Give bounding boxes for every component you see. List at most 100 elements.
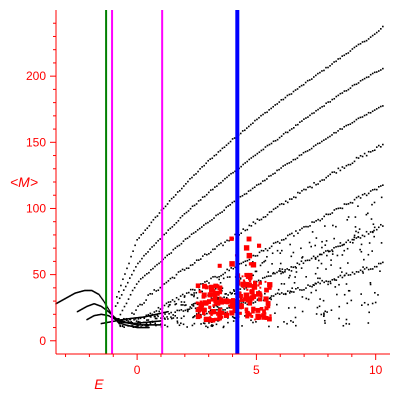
- scatter-point: [331, 253, 334, 255]
- scatter-point: [264, 179, 266, 182]
- scatter-point: [192, 316, 195, 318]
- scatter-point: [193, 262, 196, 264]
- scatter-point: [282, 238, 285, 241]
- scatter-point: [140, 324, 142, 326]
- scatter-point: [274, 272, 276, 275]
- scatter-point: [335, 60, 337, 63]
- scatter-point: [346, 247, 349, 250]
- scatter-point: [299, 229, 301, 231]
- scatter-point: [150, 324, 152, 326]
- scatter-point: [203, 224, 205, 226]
- scatter-point: [137, 325, 139, 327]
- scatter-point: [135, 320, 138, 322]
- scatter-point: [141, 326, 143, 329]
- scatter-point: [130, 325, 132, 327]
- scatter-point: [90, 304, 92, 306]
- scatter-point: [120, 321, 123, 323]
- scatter-point: [258, 251, 261, 254]
- scatter-point: [331, 171, 334, 174]
- scatter-point: [252, 155, 255, 158]
- highlight-point: [216, 302, 221, 306]
- scatter-point: [341, 276, 344, 279]
- highlight-point: [248, 262, 253, 266]
- scatter-point: [118, 297, 121, 300]
- scatter-point: [103, 314, 105, 316]
- scatter-points: [55, 25, 384, 329]
- scatter-point: [120, 294, 123, 296]
- scatter-point: [89, 289, 92, 292]
- scatter-point: [339, 128, 341, 130]
- scatter-point: [155, 317, 158, 320]
- scatter-point: [154, 315, 156, 318]
- scatter-point: [149, 323, 152, 325]
- scatter-point: [65, 297, 67, 299]
- highlight-point: [212, 289, 216, 292]
- scatter-point: [93, 303, 96, 305]
- scatter-point: [339, 274, 342, 277]
- scatter-point: [303, 118, 305, 120]
- highlight-point: [208, 318, 214, 323]
- scatter-point: [307, 284, 309, 286]
- scatter-point: [295, 196, 297, 199]
- scatter-point: [349, 123, 352, 125]
- scatter-point: [362, 272, 364, 274]
- scatter-point: [248, 258, 251, 261]
- scatter-point: [262, 250, 265, 252]
- scatter-point: [167, 301, 170, 303]
- scatter-point: [309, 285, 311, 287]
- scatter-point: [143, 324, 145, 326]
- scatter-point: [174, 303, 177, 306]
- highlight-point: [267, 316, 272, 322]
- scatter-point: [61, 299, 64, 301]
- scatter-point: [367, 253, 370, 256]
- scatter-point: [380, 146, 382, 148]
- scatter-point: [357, 205, 359, 208]
- scatter-point: [260, 218, 263, 221]
- scatter-point: [301, 120, 303, 122]
- scatter-point: [157, 320, 159, 322]
- scatter-point: [74, 292, 77, 294]
- scatter-point: [136, 324, 139, 326]
- scatter-point: [300, 267, 303, 269]
- scatter-point: [339, 245, 341, 247]
- scatter-point: [348, 323, 351, 325]
- scatter-point: [341, 55, 344, 57]
- scatter-point: [203, 322, 206, 325]
- scatter-point: [284, 164, 286, 166]
- scatter-point: [343, 249, 346, 252]
- scatter-point: [314, 272, 317, 275]
- scatter-point: [278, 136, 281, 139]
- scatter-point: [321, 240, 323, 243]
- scatter-point: [70, 294, 72, 297]
- scatter-point: [138, 316, 141, 319]
- scatter-point: [310, 291, 313, 294]
- scatter-point: [125, 318, 128, 320]
- scatter-point: [357, 236, 359, 238]
- scatter-point: [149, 248, 151, 250]
- highlight-point: [264, 306, 269, 311]
- scatter-point: [224, 309, 226, 311]
- scatter-point: [164, 318, 166, 320]
- scatter-point: [266, 255, 268, 258]
- scatter-point: [155, 313, 158, 315]
- scatter-point: [75, 292, 77, 294]
- scatter-point: [276, 205, 279, 208]
- scatter-point: [323, 313, 325, 316]
- scatter-point: [156, 215, 159, 217]
- scatter-point: [274, 207, 277, 210]
- scatter-point: [129, 325, 131, 327]
- highlight-point: [240, 281, 247, 288]
- scatter-point: [99, 295, 102, 298]
- scatter-point: [323, 319, 326, 322]
- scatter-point: [316, 306, 319, 309]
- scatter-point: [109, 312, 112, 315]
- highlight-point: [232, 308, 238, 313]
- scatter-point: [345, 124, 348, 127]
- highlight-point: [203, 293, 206, 296]
- scatter-point: [315, 313, 318, 315]
- scatter-point: [369, 268, 372, 270]
- highlight-point: [197, 309, 202, 313]
- scatter-point: [252, 254, 255, 257]
- scatter-point: [213, 306, 215, 308]
- scatter-point: [101, 297, 103, 300]
